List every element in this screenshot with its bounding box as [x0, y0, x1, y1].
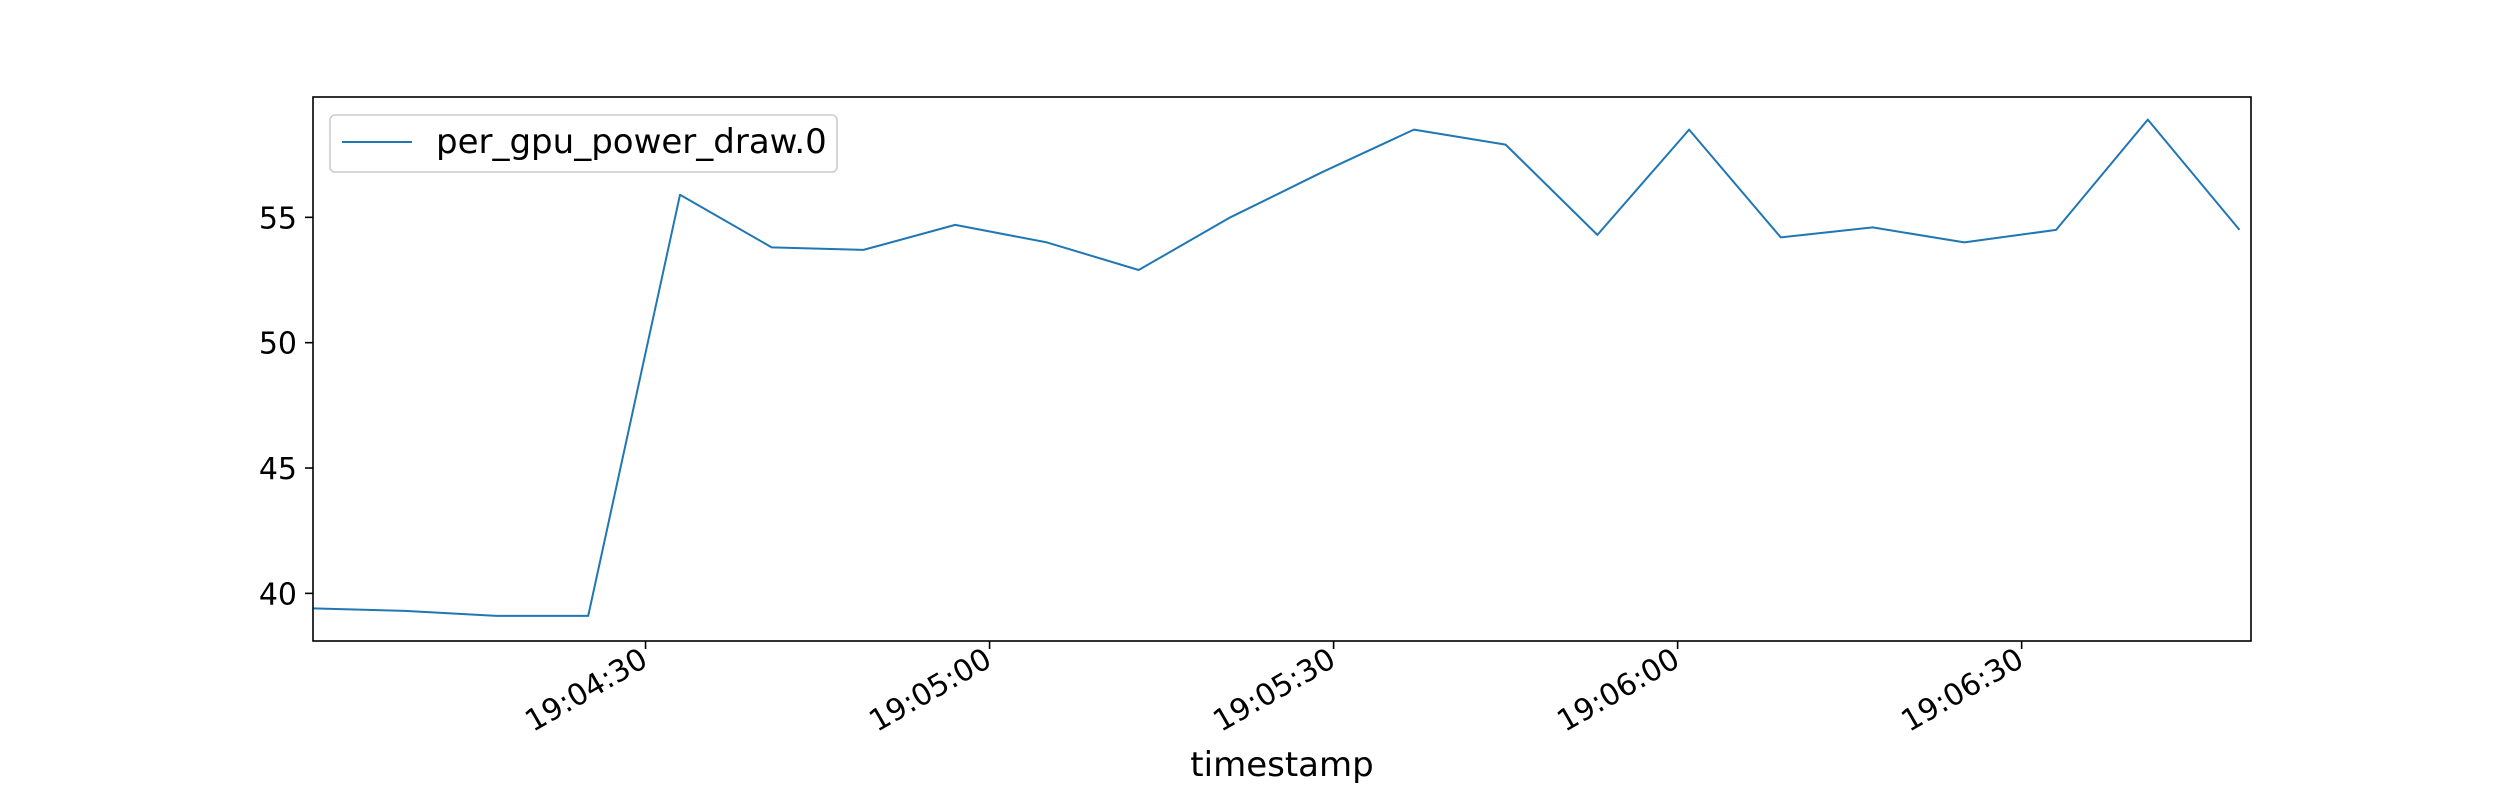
plot-background	[313, 97, 2251, 641]
plot-frame	[312, 96, 2252, 642]
series-line-0	[312, 118, 2241, 617]
x-tick-label: 19:04:30	[519, 642, 653, 740]
legend-box	[329, 114, 838, 173]
x-axis: 19:04:30 19:05:00 19:05:30 19:06:00 19:06:30	[519, 641, 2030, 740]
x-tick-label: 19:06:30	[1895, 642, 2029, 740]
y-axis: 40 45 50 55	[259, 201, 313, 612]
legend: per_gpu_power_draw.0	[329, 114, 838, 173]
x-tick-label: 19:05:30	[1207, 642, 1341, 740]
x-axis-label: timestamp	[1190, 745, 1373, 785]
y-tick-label: 55	[259, 201, 297, 236]
x-tick-label: 19:05:00	[863, 642, 997, 740]
y-tick-label: 40	[259, 577, 297, 612]
x-tick-label: 19:06:00	[1551, 642, 1685, 740]
y-tick-label: 45	[259, 452, 297, 487]
legend-entry-label: per_gpu_power_draw.0	[436, 122, 827, 162]
y-tick-label: 50	[259, 327, 297, 362]
series-layer	[312, 118, 2241, 617]
